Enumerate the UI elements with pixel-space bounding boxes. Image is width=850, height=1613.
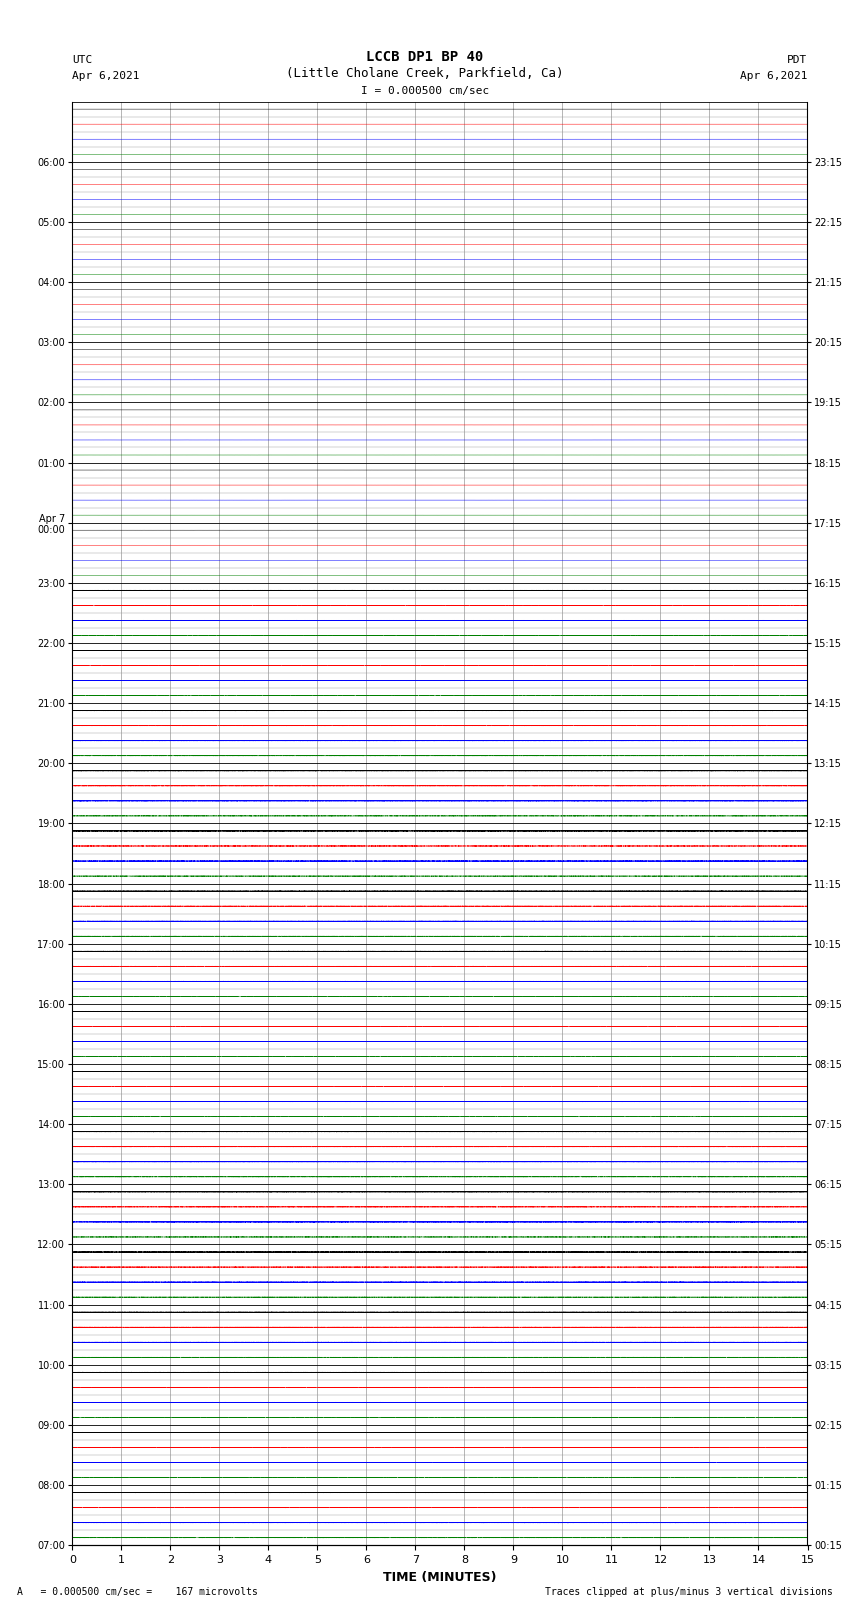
Text: Traces clipped at plus/minus 3 vertical divisions: Traces clipped at plus/minus 3 vertical … bbox=[545, 1587, 833, 1597]
Text: UTC: UTC bbox=[72, 55, 93, 65]
Text: A   = 0.000500 cm/sec =    167 microvolts: A = 0.000500 cm/sec = 167 microvolts bbox=[17, 1587, 258, 1597]
Text: Apr 6,2021: Apr 6,2021 bbox=[740, 71, 808, 81]
Text: (Little Cholane Creek, Parkfield, Ca): (Little Cholane Creek, Parkfield, Ca) bbox=[286, 66, 564, 79]
X-axis label: TIME (MINUTES): TIME (MINUTES) bbox=[383, 1571, 496, 1584]
Text: LCCB DP1 BP 40: LCCB DP1 BP 40 bbox=[366, 50, 484, 65]
Text: I = 0.000500 cm/sec: I = 0.000500 cm/sec bbox=[361, 85, 489, 97]
Text: Apr 6,2021: Apr 6,2021 bbox=[72, 71, 139, 81]
Text: PDT: PDT bbox=[787, 55, 808, 65]
